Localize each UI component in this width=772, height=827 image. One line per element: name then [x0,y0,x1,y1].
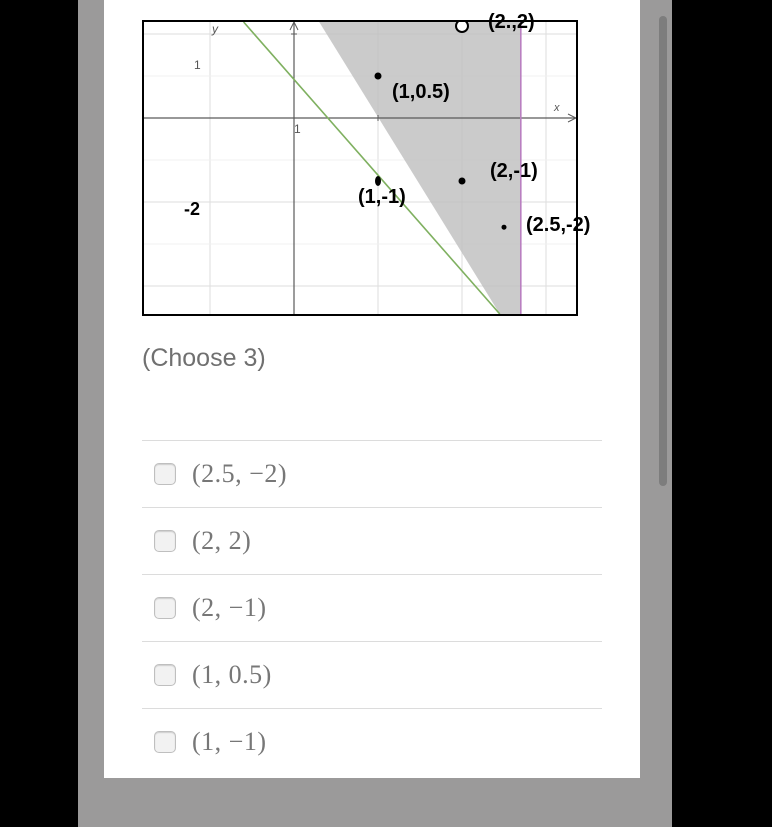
page-content: (2.,2)(1,0.5)(2,-1)(1,-1)(2.5,-2)-211yx … [104,0,640,778]
pdf-margin-right [640,0,672,778]
graph-point-label: (2.5,-2) [526,214,590,237]
graph-point-label: (1,0.5) [392,81,450,104]
option-label: (2, 2) [192,526,251,556]
graph-axis-label: x [554,102,560,114]
option-label: (1, −1) [192,727,266,757]
pdf-margin-left [78,0,104,778]
graph-overlay: (2.,2)(1,0.5)(2,-1)(1,-1)(2.5,-2)-211yx [144,22,576,314]
checkbox[interactable] [154,731,176,753]
graph-point-label: (1,-1) [358,186,406,209]
graph-axis-label: -2 [184,199,200,220]
option-row[interactable]: (1, 0.5) [142,641,602,708]
option-row[interactable]: (1, −1) [142,708,602,775]
option-label: (1, 0.5) [192,660,272,690]
graph-axis-label: 1 [194,58,201,72]
checkbox[interactable] [154,463,176,485]
checkbox[interactable] [154,597,176,619]
graph-point-label: (2.,2) [488,11,535,34]
graph-figure: (2.,2)(1,0.5)(2,-1)(1,-1)(2.5,-2)-211yx [142,20,578,316]
option-row[interactable]: (2, −1) [142,574,602,641]
pdf-margin-bottom [78,778,672,827]
option-label: (2, −1) [192,593,266,623]
options-list: (2.5, −2) (2, 2) (2, −1) (1, 0.5) (1, −1) [142,440,602,775]
viewport: (2.,2)(1,0.5)(2,-1)(1,-1)(2.5,-2)-211yx … [0,0,772,827]
instruction-text: (Choose 3) [142,344,266,373]
graph-axis-label: y [212,22,218,36]
option-row[interactable]: (2.5, −2) [142,440,602,507]
option-label: (2.5, −2) [192,459,287,489]
option-row[interactable]: (2, 2) [142,507,602,574]
checkbox[interactable] [154,664,176,686]
scrollbar-thumb[interactable] [659,16,667,486]
graph-axis-label: 1 [294,122,301,136]
checkbox[interactable] [154,530,176,552]
graph-point-label: (2,-1) [490,160,538,183]
